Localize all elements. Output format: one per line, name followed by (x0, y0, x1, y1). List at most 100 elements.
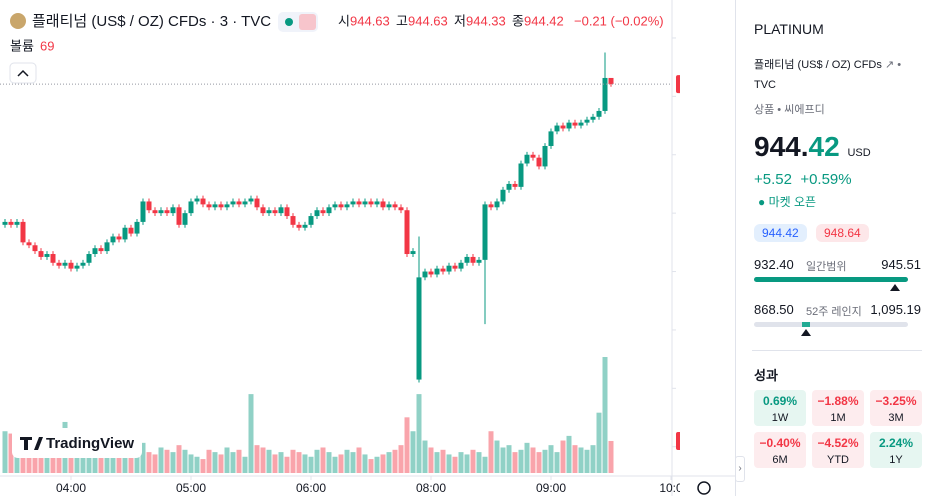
volume-bar (260, 447, 266, 473)
candle-body (554, 125, 560, 132)
change-line: +5.52 +0.59% (754, 171, 852, 188)
volume-bar (44, 447, 50, 473)
volume-bar (86, 452, 92, 473)
candle-body (104, 242, 110, 252)
ohlc-label: 고 (396, 13, 408, 28)
candle-body (80, 262, 86, 266)
volume-bar (596, 412, 602, 473)
external-link-icon[interactable]: ↗ • (884, 59, 902, 71)
volume-bar (266, 449, 272, 473)
candle-body (8, 221, 14, 225)
panel-handle[interactable]: › (735, 456, 745, 482)
change: +5.52 (754, 171, 792, 188)
range-marker (800, 329, 811, 336)
collapse-button[interactable] (9, 62, 37, 84)
candle-body (212, 204, 218, 208)
candle-body (452, 265, 458, 269)
volume-bar (116, 452, 122, 473)
volume-bar (524, 442, 530, 473)
candle-body (374, 201, 380, 205)
candle-body (596, 110, 602, 117)
price: 944.42 USD (754, 131, 871, 163)
volume-bar (386, 452, 392, 473)
candle-body (458, 262, 464, 269)
x-tick-label: 06:00 (296, 481, 326, 495)
settings-icon[interactable] (697, 481, 711, 495)
volume-bar (56, 452, 62, 473)
candle-body (20, 221, 26, 243)
range-high: 945.51 (881, 257, 921, 272)
volume-bar (410, 431, 416, 473)
candle-body (26, 242, 32, 246)
volume-bar (422, 440, 428, 473)
performance-cell: −0.40% 6M (754, 432, 806, 468)
x-tick-label: 04:00 (56, 481, 86, 495)
candle-body (428, 271, 434, 275)
volume-bar (446, 454, 452, 473)
candle-body (68, 262, 74, 269)
volume-tag (676, 431, 680, 450)
x-tick-label: 08:00 (416, 481, 446, 495)
candle-body (158, 210, 164, 214)
performance-period: 1W (771, 412, 789, 424)
candle-body (332, 204, 338, 208)
volume-bar (380, 454, 386, 473)
range-high: 1,095.19 (870, 302, 921, 317)
volume-bar (572, 445, 578, 473)
volume-bar (176, 445, 182, 473)
candle-body (50, 254, 56, 263)
ohlc-legend: 시 944.63 고 944.63 저 944.33 종 944.42 −0.21 (−0.02… (338, 13, 664, 28)
candle-body (344, 204, 350, 208)
candle-body (422, 271, 428, 278)
volume-bar (206, 449, 212, 473)
volume-bar (434, 452, 440, 473)
volume-bar (542, 449, 548, 473)
candle-body (62, 262, 68, 266)
volume-bar (398, 445, 404, 473)
performance-period: 3M (888, 412, 904, 424)
chart-bg (0, 0, 735, 496)
performance-value: 2.24% (878, 436, 914, 450)
volume-bar (128, 454, 134, 473)
candle-body (74, 265, 80, 269)
candle-body (488, 204, 494, 208)
volume-bar (110, 456, 116, 473)
candle-body (122, 227, 128, 240)
volume-bar (302, 454, 308, 473)
candle-body (128, 227, 134, 234)
change-pct: +0.59% (800, 171, 852, 188)
candle-body (494, 201, 500, 208)
candle-body (338, 204, 344, 208)
volume-bar (14, 445, 20, 473)
range-track (754, 277, 908, 282)
candle-body (446, 265, 452, 272)
volume-bar (8, 433, 14, 473)
volume-bar (578, 447, 584, 473)
candle-body (368, 201, 374, 205)
symbol-panel: › PLATINUM 플래티넘 (US$ / OZ) CFDs ↗ • TVC … (735, 0, 936, 496)
candle-body (326, 207, 332, 214)
currency: USD (847, 147, 871, 159)
volume-bar (278, 452, 284, 473)
candle-body (302, 224, 308, 228)
candle-body (290, 216, 296, 225)
symbol: PLATINUM (754, 21, 824, 37)
candle-body (518, 163, 524, 187)
volume-bar (416, 394, 422, 473)
volume-bar (338, 454, 344, 473)
volume-bar (308, 456, 314, 473)
candle-body (560, 125, 566, 129)
candle-body (272, 210, 278, 214)
volume-bar (566, 435, 572, 473)
ohlc-change: −0.21 (−0.02%) (574, 13, 664, 28)
volume-bar (344, 449, 350, 473)
candle-body (602, 77, 608, 111)
range-track (754, 322, 908, 327)
candle-body (464, 256, 470, 263)
range-low: 868.50 (754, 302, 794, 317)
volume-bar (500, 447, 506, 473)
volume-bar (362, 454, 368, 473)
candle-body (146, 201, 152, 211)
chart-title: 플래티넘 (US$ / OZ) CFDs · 3 · TVC (32, 13, 271, 30)
